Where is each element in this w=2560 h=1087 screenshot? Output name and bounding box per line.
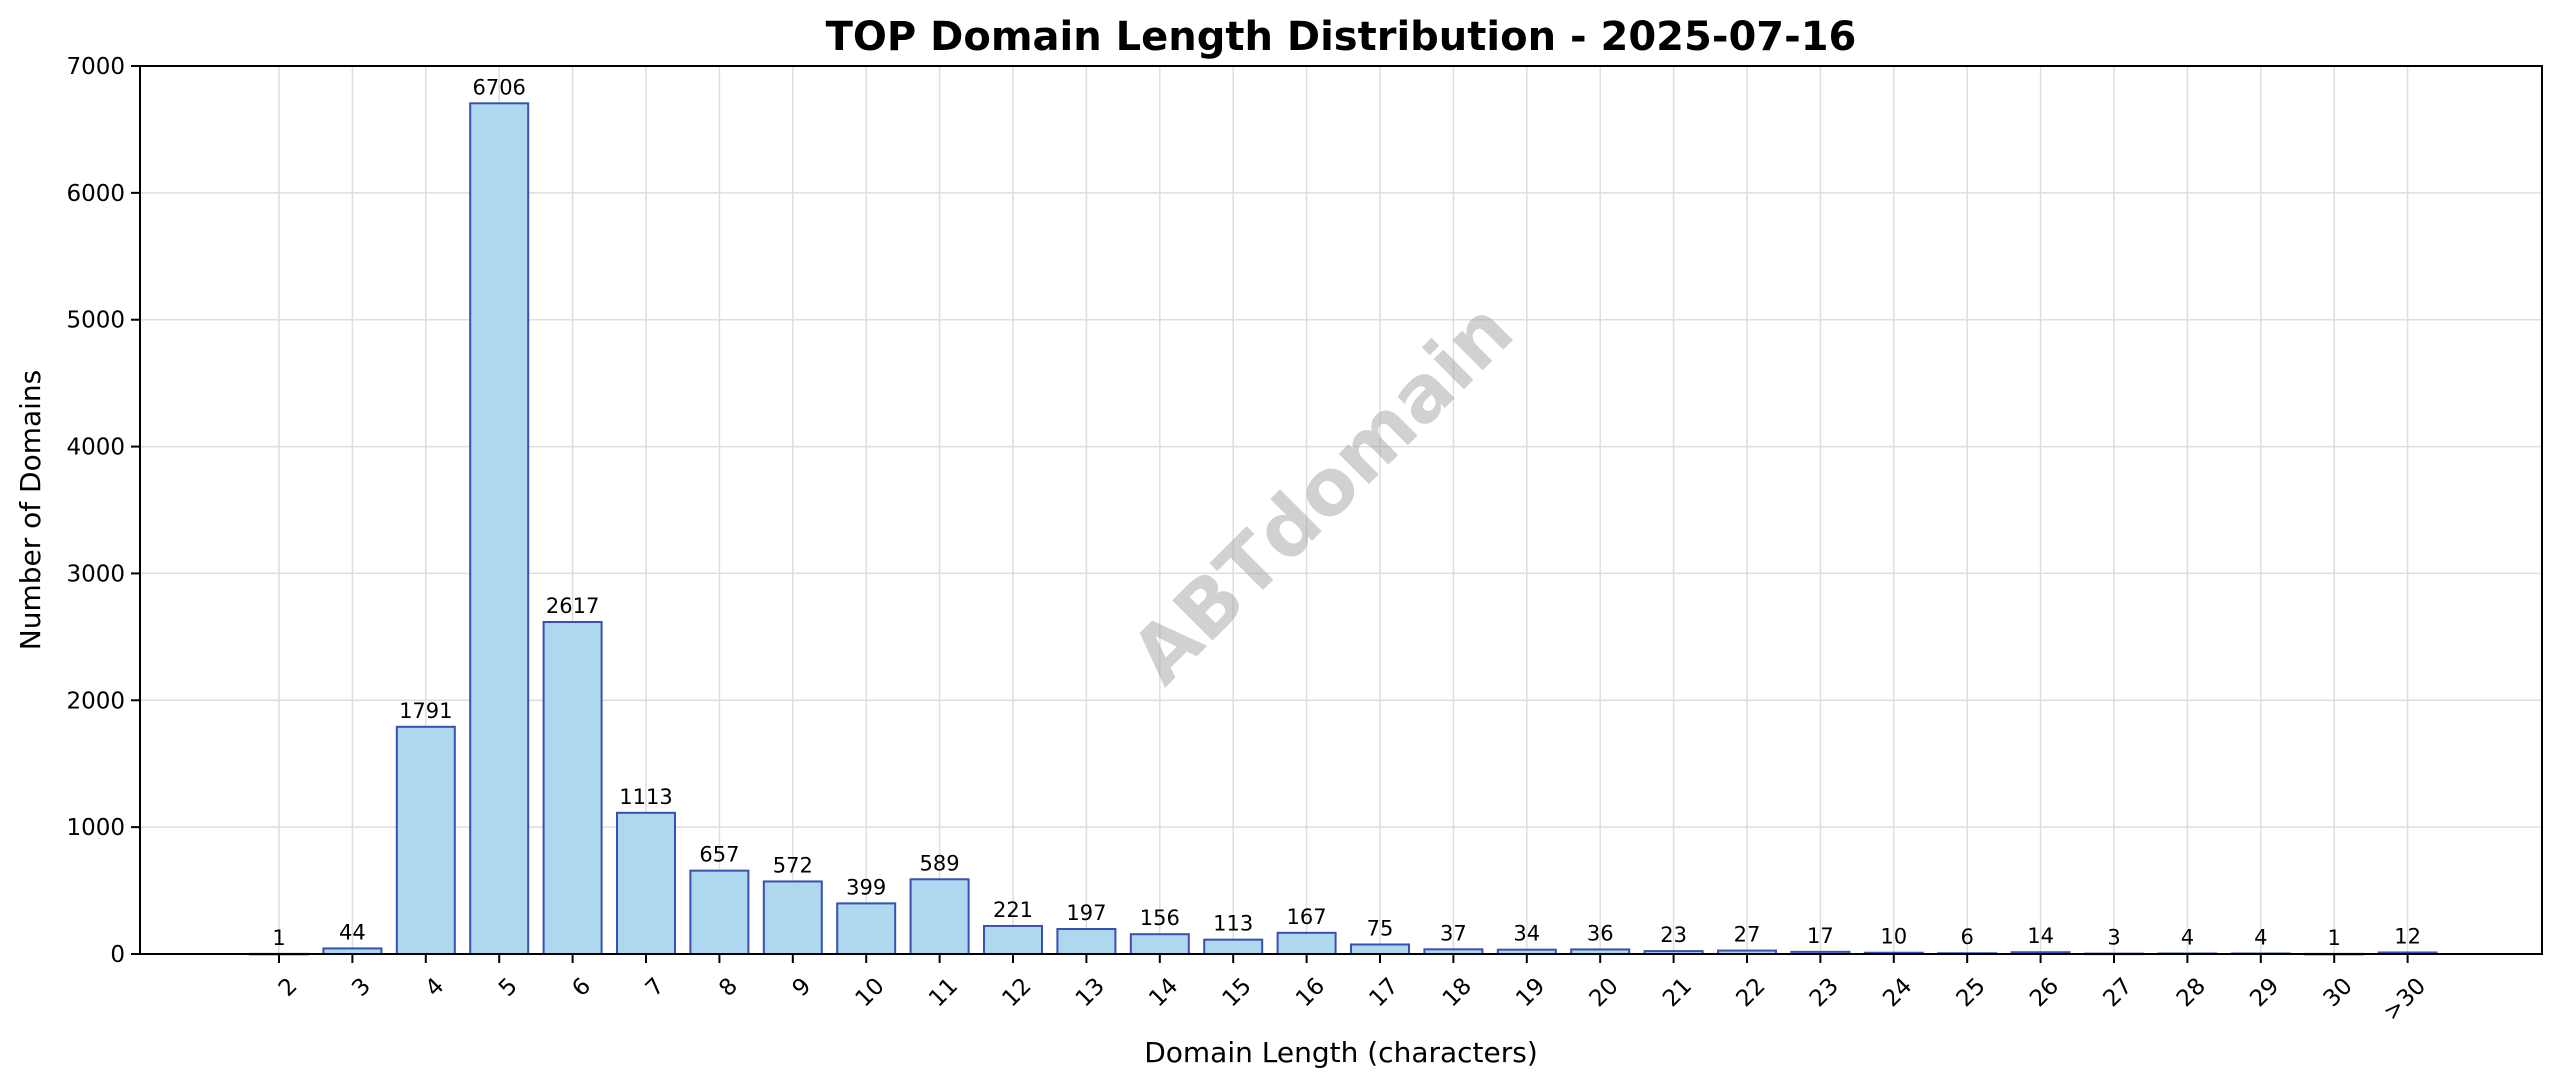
chart-title: TOP Domain Length Distribution - 2025-07…	[826, 14, 1857, 60]
x-tick-label: 12	[997, 973, 1036, 1012]
bar-value-label: 167	[1287, 905, 1327, 929]
y-tick-label: 7000	[66, 54, 125, 80]
x-tick-label: 7	[641, 973, 670, 1002]
bars	[249, 102, 2438, 956]
y-axis-title: Number of Domains	[14, 370, 47, 651]
x-tick-label: 28	[2172, 973, 2211, 1012]
x-tick-label: 4	[421, 973, 450, 1002]
x-tick-label: 11	[924, 973, 963, 1012]
bar-value-label: 4	[2181, 925, 2194, 949]
x-tick-label: 27	[2098, 973, 2137, 1012]
y-tick-label: 4000	[66, 435, 125, 461]
bar-value-label: 3	[2107, 926, 2120, 950]
bar-value-label: 4	[2254, 925, 2267, 949]
bar-value-label: 589	[920, 851, 960, 875]
bar-value-label: 572	[773, 853, 813, 877]
bar-value-label: 44	[339, 920, 366, 944]
bar	[542, 621, 603, 955]
bar	[983, 924, 1043, 956]
x-tick-label: 21	[1658, 973, 1697, 1012]
bar	[1350, 943, 1410, 956]
bar-value-label: 10	[1880, 925, 1907, 949]
bar-value-label: 23	[1660, 923, 1687, 947]
x-tick-label: 30	[2319, 973, 2358, 1012]
y-axis: 0 1000 2000 3000 4000 5000 6000 7000	[66, 54, 140, 968]
bar-value-label: 1	[272, 926, 285, 950]
x-tick-label: 2	[274, 973, 303, 1002]
plot-frame	[139, 65, 2543, 955]
bar	[1129, 933, 1190, 955]
x-tick-label: 8	[714, 973, 743, 1002]
x-tick-label: 20	[1585, 973, 1624, 1012]
y-tick-label: 6000	[66, 181, 125, 207]
x-tick-label: 3	[347, 973, 376, 1002]
bar-value-label: 221	[993, 898, 1033, 922]
bar-value-label: 34	[1513, 922, 1540, 946]
bar-value-label: 1791	[399, 699, 452, 723]
x-tick-label: 6	[567, 973, 596, 1002]
x-tick-label: 26	[2025, 973, 2064, 1012]
bar	[1203, 938, 1264, 956]
bar-value-label: 12	[2394, 924, 2421, 948]
x-tick-label: 13	[1071, 973, 1110, 1012]
bar	[1056, 928, 1117, 956]
bar	[836, 902, 897, 955]
y-tick-label: 3000	[66, 561, 125, 587]
x-axis: 2 3 4 5 6 7 8 9 10 11 12 13 14 15 16 17 18 19 20 21 22 23 24 25…	[274, 954, 2431, 1026]
bar-value-label: 17	[1807, 924, 1834, 948]
y-tick-label: 2000	[66, 688, 125, 714]
x-tick-label: 15	[1218, 973, 1257, 1012]
x-tick-label: 29	[2245, 973, 2284, 1012]
bar-value-label: 657	[699, 843, 739, 867]
bar-value-label: 6706	[472, 75, 525, 99]
x-tick-label: 10	[851, 973, 890, 1012]
x-tick-label: 17	[1364, 973, 1403, 1012]
bar-value-label: 1113	[619, 785, 672, 809]
x-tick-label: 23	[1805, 973, 1844, 1012]
x-tick-label: >30	[2378, 973, 2431, 1026]
bar-value-label: 197	[1066, 901, 1106, 925]
watermark: ABTdomain	[1115, 286, 1531, 702]
bar-value-label: 36	[1587, 921, 1614, 945]
bar-value-label: 6	[1961, 925, 1974, 949]
y-tick-label: 1000	[66, 815, 125, 841]
x-tick-label: 22	[1731, 973, 1770, 1012]
bar	[395, 725, 456, 955]
bar-value-label: 1	[2328, 926, 2341, 950]
bar-value-label: 399	[846, 875, 886, 899]
bar	[762, 880, 823, 956]
bar-value-label: 113	[1213, 912, 1253, 936]
x-tick-label: 9	[788, 973, 817, 1002]
bar-value-label: 27	[1734, 923, 1761, 947]
x-tick-label: 19	[1511, 973, 1550, 1012]
x-tick-label: 14	[1144, 973, 1183, 1012]
bar-value-label: 2617	[546, 594, 599, 618]
bar-value-label: 156	[1140, 906, 1180, 930]
bar	[469, 102, 530, 955]
x-tick-label: 5	[494, 973, 523, 1002]
x-tick-label: 24	[1878, 973, 1917, 1012]
y-tick-label: 0	[110, 942, 125, 968]
bar-value-label: 14	[2027, 924, 2054, 948]
x-tick-label: 18	[1438, 973, 1477, 1012]
bar-value-label: 75	[1367, 916, 1394, 940]
bar	[689, 869, 750, 955]
x-tick-label: 25	[1952, 973, 1991, 1012]
x-tick-label: 16	[1291, 973, 1330, 1012]
bar	[1276, 931, 1337, 956]
x-axis-title: Domain Length (characters)	[1144, 1036, 1538, 1069]
bar	[909, 878, 970, 955]
bar	[616, 811, 676, 955]
y-tick-label: 5000	[66, 308, 125, 334]
bar-value-label: 37	[1440, 921, 1467, 945]
